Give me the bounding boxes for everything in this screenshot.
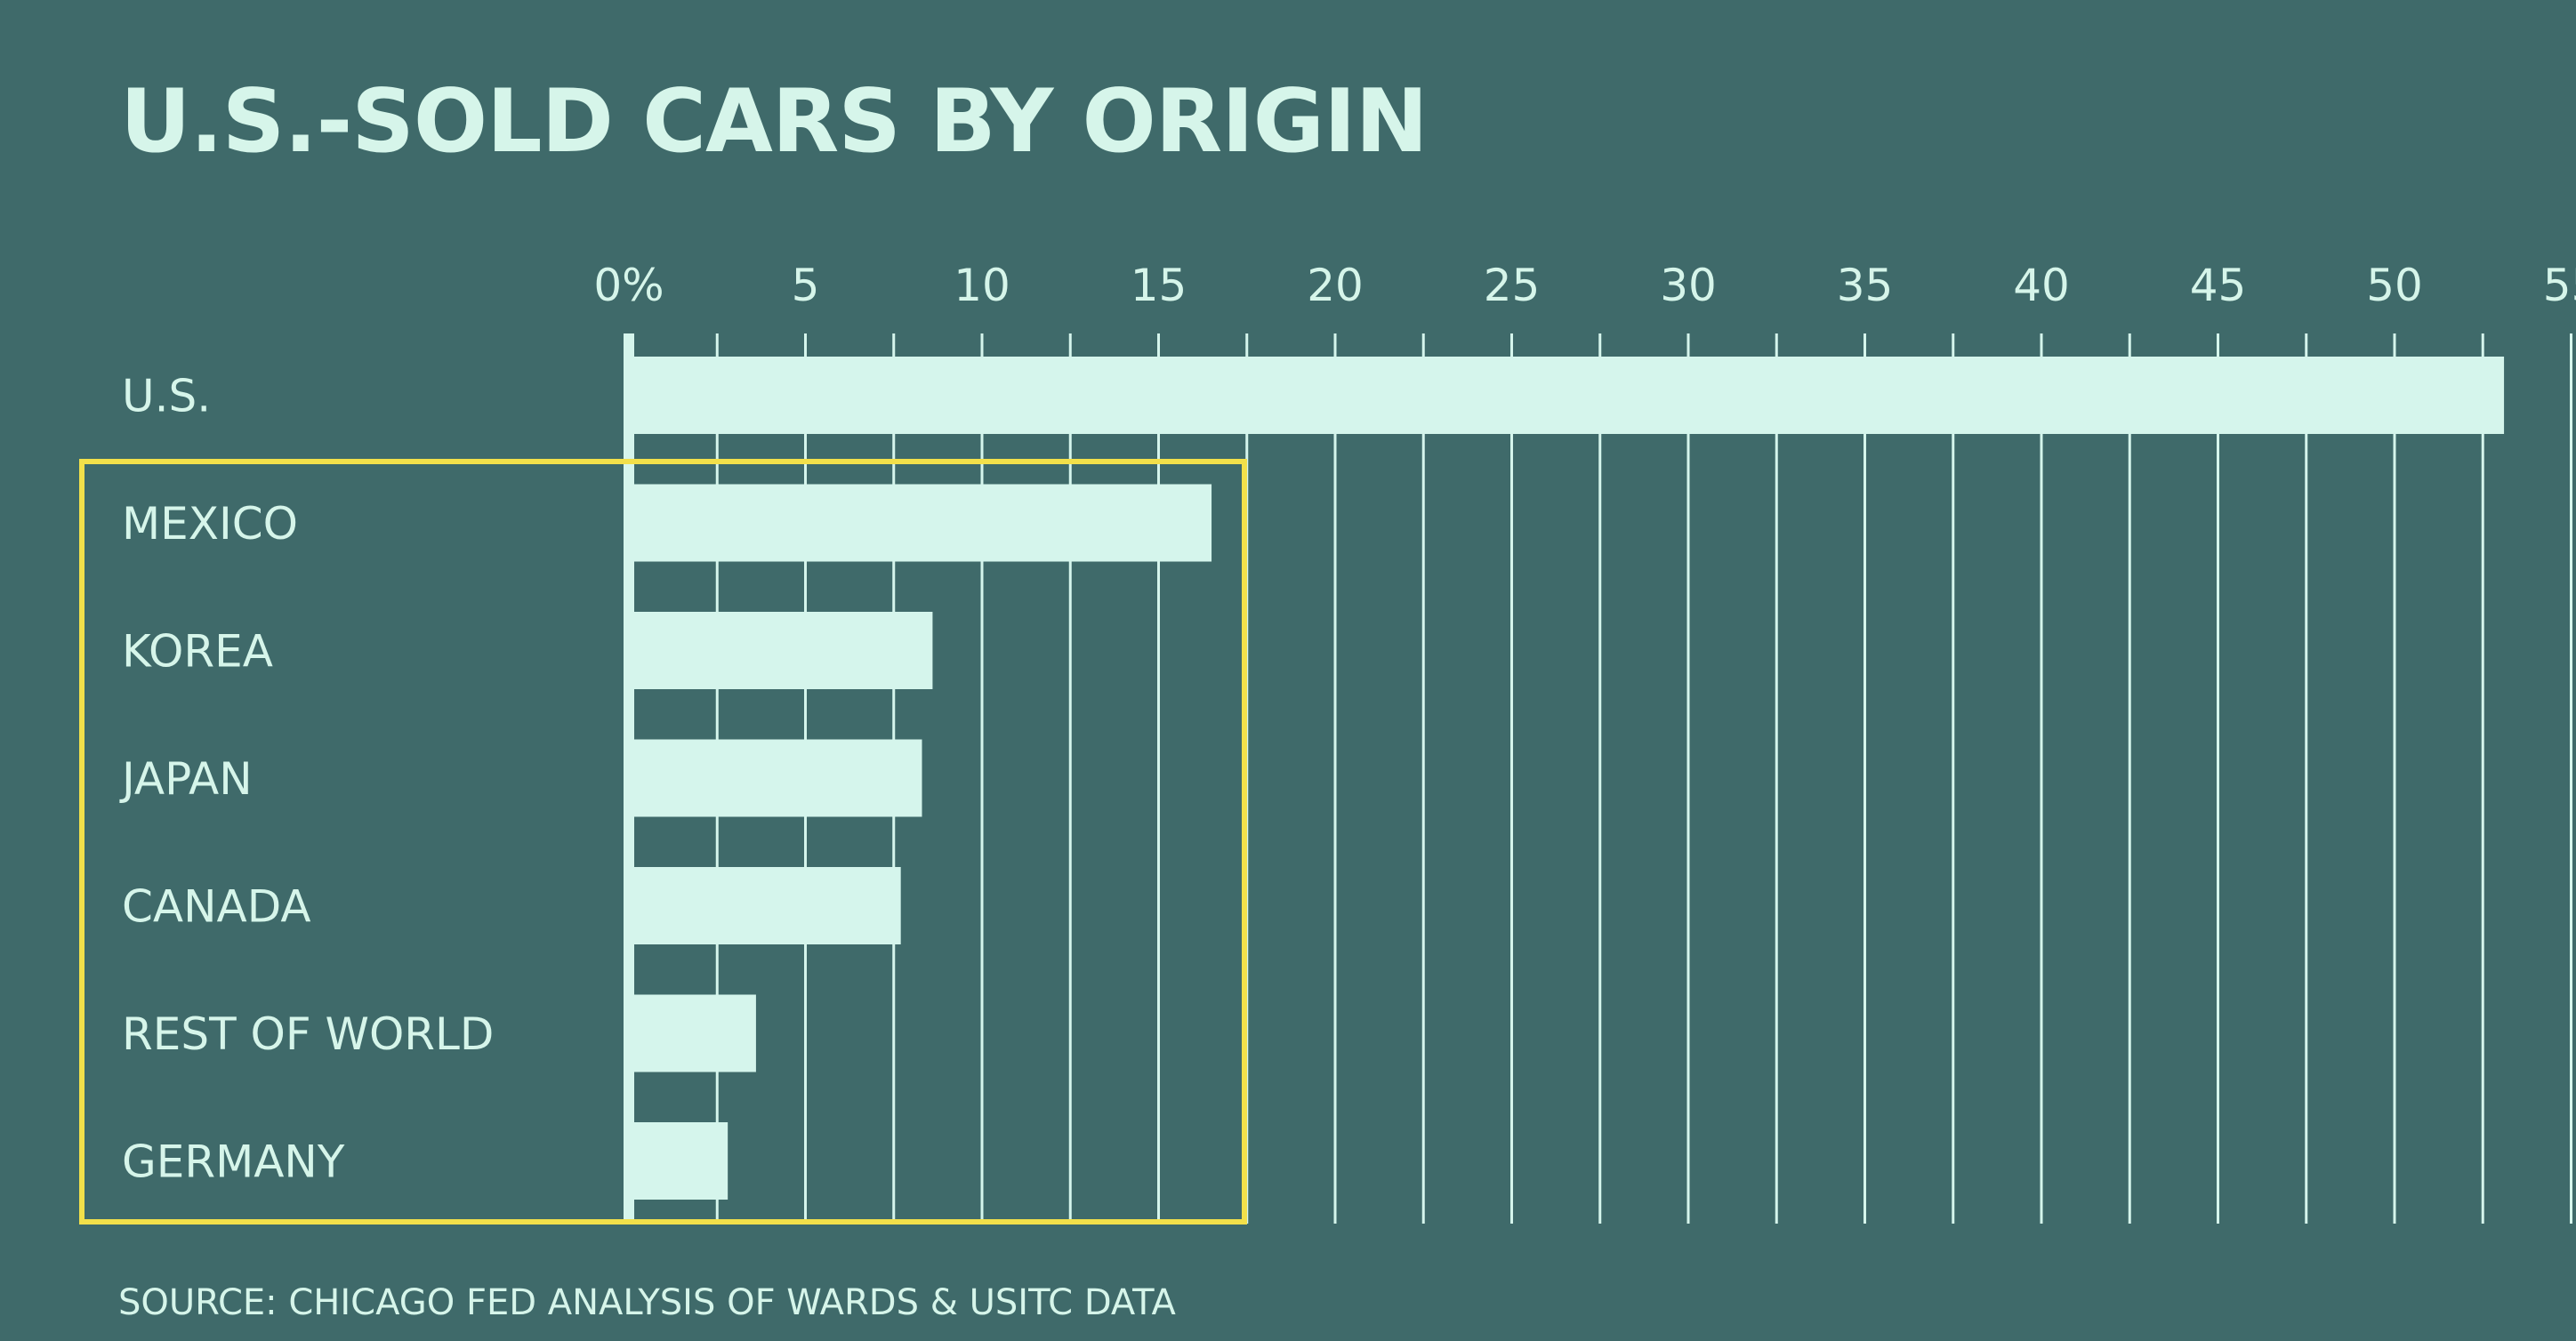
x-tick-label: 0% — [593, 260, 664, 311]
category-labels: U.S. MEXICO KOREA JAPAN CANADA REST OF WORLD G… — [119, 371, 494, 1188]
chart-title: U.S.-SOLD CARS BY ORIGIN — [120, 71, 1428, 173]
bar-canada — [629, 867, 901, 944]
bar-japan — [629, 739, 922, 817]
x-tick-label: 5 — [792, 260, 820, 311]
x-tick-label: 30 — [1660, 260, 1717, 311]
x-tick-label: 55 — [2543, 260, 2576, 311]
bar-rest-of-world — [629, 994, 756, 1072]
highlight-box — [79, 459, 1247, 1225]
source-note: SOURCE: CHICAGO FED ANALYSIS OF WARDS & … — [118, 1282, 1177, 1323]
bar-korea — [629, 612, 933, 689]
category-label: MEXICO — [122, 498, 298, 550]
bar-mexico — [629, 484, 1212, 562]
category-label: JAPAN — [119, 753, 253, 805]
x-tick-label: 15 — [1131, 260, 1187, 311]
x-tick-label: 35 — [1837, 260, 1894, 311]
category-label: GERMANY — [122, 1136, 345, 1188]
x-tick-label: 20 — [1307, 260, 1364, 311]
bar-germany — [629, 1122, 729, 1200]
x-tick-labels: 0% 5 10 15 20 25 30 35 40 45 50 55 — [593, 260, 2576, 311]
bars — [629, 357, 2505, 1200]
x-tick-label: 45 — [2190, 260, 2247, 311]
bar-u-s — [629, 357, 2505, 434]
x-tick-label: 25 — [1484, 260, 1541, 311]
zero-axis-line — [624, 333, 634, 1224]
category-label: REST OF WORLD — [122, 1008, 494, 1060]
gridlines — [715, 333, 2572, 1224]
category-label: U.S. — [122, 371, 211, 422]
category-label: CANADA — [122, 881, 311, 933]
x-tick-label: 50 — [2366, 260, 2423, 311]
category-label: KOREA — [122, 626, 273, 678]
x-tick-label: 40 — [2013, 260, 2070, 311]
x-tick-label: 10 — [954, 260, 1010, 311]
